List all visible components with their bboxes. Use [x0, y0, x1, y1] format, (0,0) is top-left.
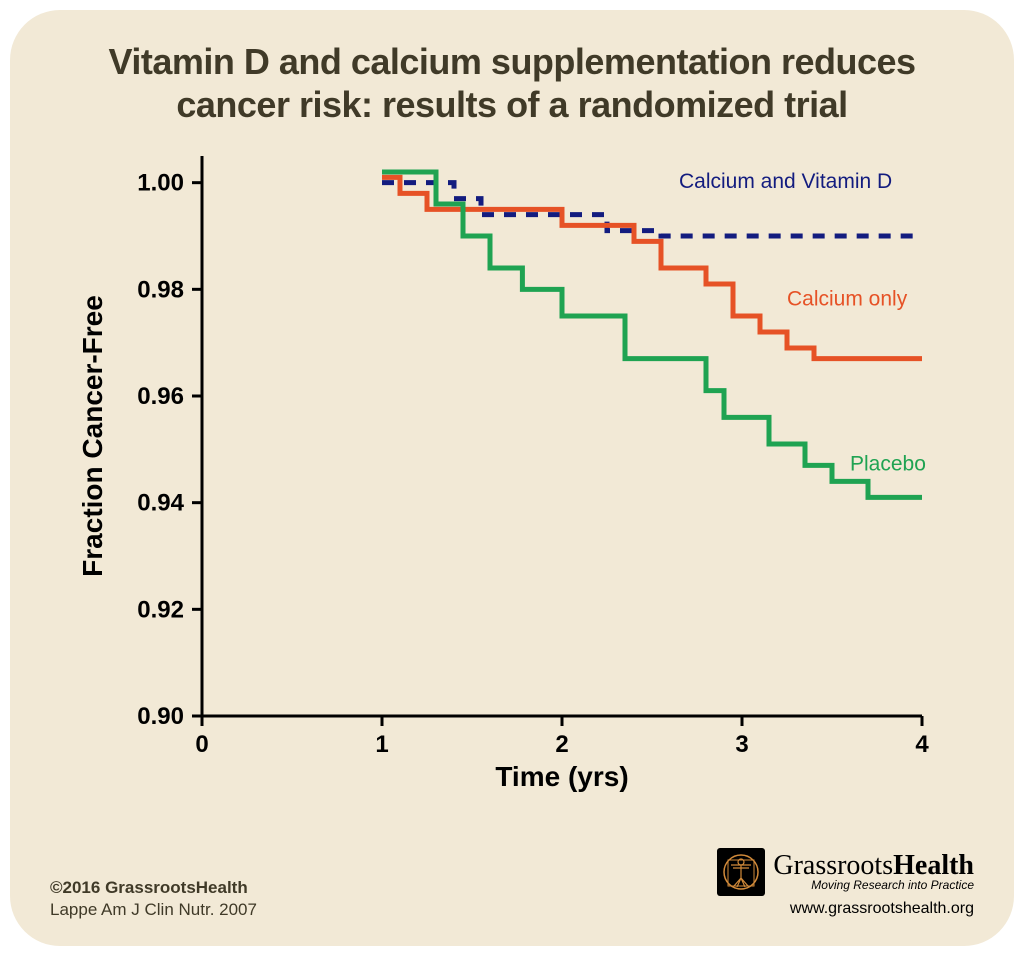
svg-text:Calcium and Vitamin D: Calcium and Vitamin D	[679, 170, 892, 193]
logo-url: www.grassrootshealth.org	[717, 900, 974, 918]
svg-text:Calcium only: Calcium only	[787, 288, 908, 311]
svg-text:0.96: 0.96	[137, 383, 184, 410]
copyright-text: ©2016 GrassrootsHealth	[50, 878, 248, 898]
chart-svg: 0.90 0.92 0.94 0.96 0.98 1.00 0 1 2 3 4 Time (yrs) F…	[62, 136, 962, 816]
svg-text:1.00: 1.00	[137, 170, 184, 197]
svg-text:Fraction Cancer-Free: Fraction Cancer-Free	[77, 296, 108, 578]
svg-text:0.92: 0.92	[137, 597, 184, 624]
svg-text:0: 0	[195, 731, 208, 758]
logo-name-bold: Health	[893, 850, 974, 881]
svg-text:Time (yrs): Time (yrs)	[495, 761, 628, 792]
chart-title: Vitamin D and calcium supplementation re…	[80, 40, 944, 126]
svg-text:0.98: 0.98	[137, 277, 184, 304]
infographic-card: Vitamin D and calcium supplementation re…	[10, 10, 1014, 946]
logo-block: GrassrootsHealth Moving Research into Pr…	[717, 848, 974, 918]
svg-text:3: 3	[735, 731, 748, 758]
svg-text:0.90: 0.90	[137, 703, 184, 730]
survival-chart: 0.90 0.92 0.94 0.96 0.98 1.00 0 1 2 3 4 Time (yrs) F…	[62, 136, 962, 816]
logo-name-light: Grassroots	[773, 850, 893, 881]
vitruvian-icon	[717, 848, 765, 896]
svg-text:0.94: 0.94	[137, 490, 184, 517]
svg-text:Placebo: Placebo	[850, 453, 926, 476]
logo-name: GrassrootsHealth	[773, 852, 974, 880]
svg-text:4: 4	[915, 731, 929, 758]
svg-text:1: 1	[375, 731, 388, 758]
citation-text: Lappe Am J Clin Nutr. 2007	[50, 900, 257, 920]
logo-text: GrassrootsHealth Moving Research into Pr…	[773, 852, 974, 892]
logo-row: GrassrootsHealth Moving Research into Pr…	[717, 848, 974, 896]
footer: ©2016 GrassrootsHealth Lappe Am J Clin N…	[40, 846, 984, 926]
svg-text:2: 2	[555, 731, 568, 758]
